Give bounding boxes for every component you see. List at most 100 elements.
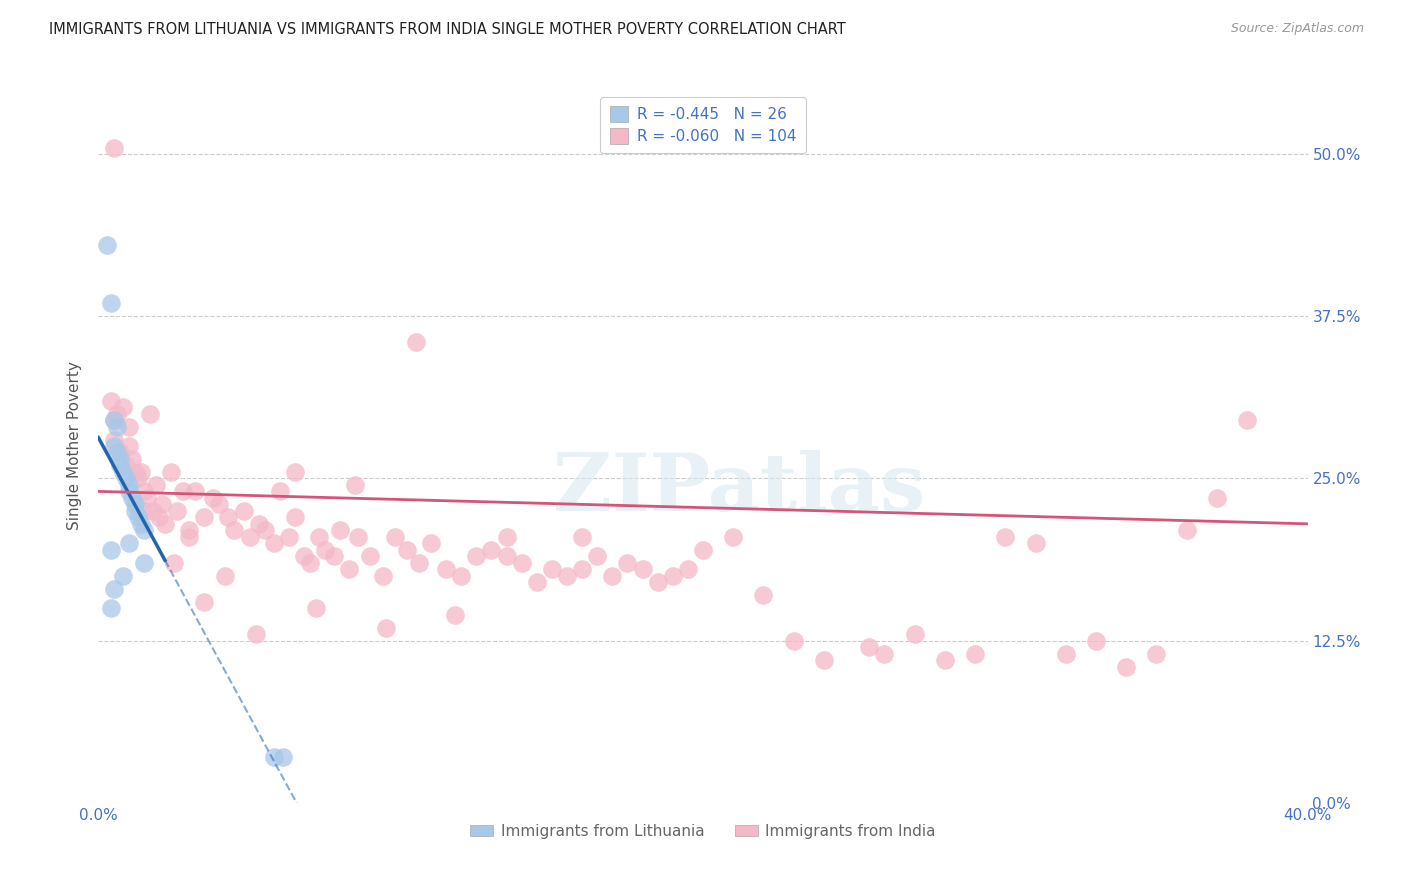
Point xyxy=(132,504,155,518)
Point xyxy=(420,536,443,550)
Point xyxy=(103,413,125,427)
Point xyxy=(299,556,322,570)
Point xyxy=(111,465,134,479)
Point xyxy=(108,458,131,473)
Point xyxy=(103,413,125,427)
Point xyxy=(510,556,533,570)
Point xyxy=(495,530,517,544)
Point xyxy=(271,750,294,764)
Point xyxy=(284,465,307,479)
Point xyxy=(163,556,186,570)
Point xyxy=(208,497,231,511)
Point xyxy=(132,556,155,570)
Point xyxy=(752,588,775,602)
Point xyxy=(934,653,956,667)
Point xyxy=(965,647,987,661)
Point xyxy=(118,484,141,499)
Point xyxy=(408,556,430,570)
Point xyxy=(124,465,146,479)
Point xyxy=(371,568,394,582)
Point xyxy=(465,549,488,564)
Point xyxy=(1206,491,1229,505)
Point xyxy=(540,562,562,576)
Legend: Immigrants from Lithuania, Immigrants from India: Immigrants from Lithuania, Immigrants fr… xyxy=(464,818,942,845)
Point xyxy=(118,419,141,434)
Point xyxy=(132,524,155,538)
Point xyxy=(224,524,246,538)
Point xyxy=(100,601,122,615)
Point xyxy=(1054,647,1077,661)
Point xyxy=(108,445,131,459)
Point xyxy=(873,647,896,661)
Point xyxy=(253,524,276,538)
Point xyxy=(150,497,173,511)
Point xyxy=(142,504,165,518)
Point xyxy=(405,335,427,350)
Point xyxy=(994,530,1017,544)
Point xyxy=(111,400,134,414)
Point xyxy=(1146,647,1168,661)
Point xyxy=(105,419,128,434)
Point xyxy=(129,465,152,479)
Point xyxy=(783,633,806,648)
Point xyxy=(118,478,141,492)
Point xyxy=(434,562,457,576)
Point xyxy=(217,510,239,524)
Point xyxy=(118,536,141,550)
Point xyxy=(571,562,593,576)
Point xyxy=(172,484,194,499)
Point xyxy=(103,140,125,154)
Point xyxy=(111,568,134,582)
Point xyxy=(100,393,122,408)
Point xyxy=(1175,524,1198,538)
Point xyxy=(153,516,176,531)
Point xyxy=(121,452,143,467)
Point xyxy=(1115,659,1137,673)
Point xyxy=(105,407,128,421)
Point xyxy=(395,542,418,557)
Point xyxy=(269,484,291,499)
Point xyxy=(692,542,714,557)
Point xyxy=(247,516,270,531)
Point xyxy=(166,504,188,518)
Point xyxy=(135,491,157,505)
Point xyxy=(329,524,352,538)
Point xyxy=(661,568,683,582)
Point xyxy=(124,497,146,511)
Point xyxy=(193,595,215,609)
Point xyxy=(450,568,472,582)
Point xyxy=(444,607,467,622)
Point xyxy=(103,582,125,596)
Point xyxy=(263,536,285,550)
Point xyxy=(145,478,167,492)
Point xyxy=(118,439,141,453)
Point xyxy=(184,484,207,499)
Point xyxy=(858,640,880,654)
Point xyxy=(148,510,170,524)
Point xyxy=(526,575,548,590)
Point xyxy=(96,238,118,252)
Point xyxy=(616,556,638,570)
Point xyxy=(631,562,654,576)
Point xyxy=(1236,413,1258,427)
Point xyxy=(360,549,382,564)
Point xyxy=(103,439,125,453)
Point xyxy=(108,452,131,467)
Point xyxy=(323,549,346,564)
Point xyxy=(232,504,254,518)
Point xyxy=(105,445,128,459)
Point xyxy=(284,510,307,524)
Point xyxy=(129,516,152,531)
Text: IMMIGRANTS FROM LITHUANIA VS IMMIGRANTS FROM INDIA SINGLE MOTHER POVERTY CORRELA: IMMIGRANTS FROM LITHUANIA VS IMMIGRANTS … xyxy=(49,22,846,37)
Point xyxy=(114,458,136,473)
Point xyxy=(277,530,299,544)
Point xyxy=(904,627,927,641)
Point xyxy=(114,471,136,485)
Point xyxy=(127,510,149,524)
Point xyxy=(495,549,517,564)
Point xyxy=(723,530,745,544)
Text: ZIPatlas: ZIPatlas xyxy=(553,450,925,528)
Point xyxy=(1085,633,1108,648)
Point xyxy=(571,530,593,544)
Point xyxy=(481,542,503,557)
